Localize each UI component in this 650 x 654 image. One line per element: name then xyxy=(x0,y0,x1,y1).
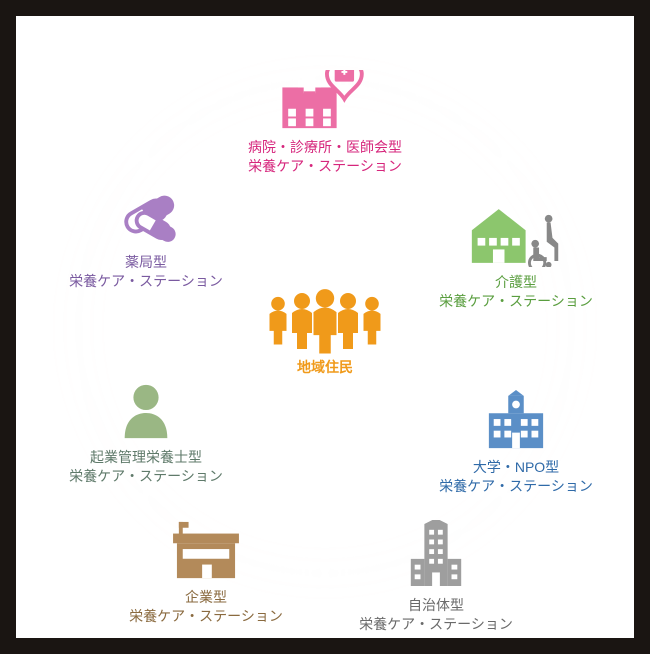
label-line2: 栄養ケア・ステーション xyxy=(439,293,593,309)
node-label: 介護型栄養ケア・ステーション xyxy=(406,273,626,311)
label-line1: 病院・診療所・医師会型 xyxy=(248,139,402,155)
label-line2: 栄養ケア・ステーション xyxy=(69,273,223,289)
label-line1: 介護型 xyxy=(495,274,537,290)
node-label: 薬局型栄養ケア・ステーション xyxy=(36,253,256,291)
label-line1: 自治体型 xyxy=(408,597,464,613)
center-label: 地域住民 xyxy=(235,358,415,377)
label-line2: 栄養ケア・ステーション xyxy=(439,478,593,494)
node-entrepreneur: 起業管理栄養士型栄養ケア・ステーション xyxy=(36,380,256,486)
node-label: 病院・診療所・医師会型栄養ケア・ステーション xyxy=(215,138,435,176)
node-label: 大学・NPO型栄養ケア・ステーション xyxy=(406,458,626,496)
label-line2: 栄養ケア・ステーション xyxy=(248,158,402,174)
node-university: 大学・NPO型栄養ケア・ステーション xyxy=(406,390,626,496)
label-line2: 栄養ケア・ステーション xyxy=(129,608,283,624)
node-company: 企業型栄養ケア・ステーション xyxy=(96,520,316,626)
node-pharmacy: 薬局型栄養ケア・ステーション xyxy=(36,185,256,291)
label-line1: 企業型 xyxy=(185,589,227,605)
house-wheelchair-icon xyxy=(406,205,626,267)
node-label: 企業型栄養ケア・ステーション xyxy=(96,588,316,626)
pill-icon xyxy=(36,185,256,247)
person-icon xyxy=(36,380,256,442)
hospital-bag-icon xyxy=(215,70,435,132)
node-hospital: 病院・診療所・医師会型栄養ケア・ステーション xyxy=(215,70,435,176)
node-care: 介護型栄養ケア・ステーション xyxy=(406,205,626,311)
building-icon xyxy=(326,520,546,590)
node-label: 起業管理栄養士型栄養ケア・ステーション xyxy=(36,448,256,486)
school-icon xyxy=(406,390,626,452)
label-line2: 栄養ケア・ステーション xyxy=(69,468,223,484)
node-municipality: 自治体型栄養ケア・ステーション xyxy=(326,520,546,634)
people-group-icon xyxy=(235,284,415,354)
label-line2: 栄養ケア・ステーション xyxy=(359,616,513,632)
store-icon xyxy=(96,520,316,582)
label-line1: 薬局型 xyxy=(125,254,167,270)
label-line1: 起業管理栄養士型 xyxy=(90,449,202,465)
node-label: 自治体型栄養ケア・ステーション xyxy=(326,596,546,634)
center-node: 地域住民 xyxy=(235,284,415,377)
diagram-frame: 病院・診療所・医師会型栄養ケア・ステーション薬局型栄養ケア・ステーション介護型栄… xyxy=(16,16,634,638)
label-line1: 大学・NPO型 xyxy=(473,459,559,475)
